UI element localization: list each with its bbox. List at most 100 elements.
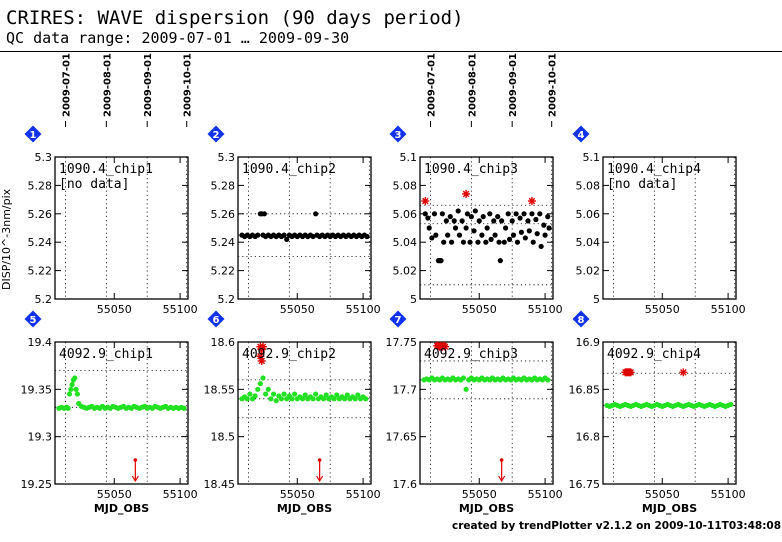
y-tick-label: 16.9 [576, 336, 601, 349]
x-tick-label: 55100 [711, 303, 746, 316]
date-label: 2009-08-01 [102, 53, 113, 117]
data-point [364, 233, 370, 240]
data-point [472, 208, 478, 214]
data-point [443, 218, 449, 224]
y-tick-label: 5 [410, 293, 417, 306]
data-point [426, 225, 432, 231]
data-point [247, 391, 253, 397]
x-tick-label: 55050 [280, 488, 315, 501]
outlier-stroke [259, 343, 267, 351]
panel-8: 16.75 16.8 16.85 16.9 55050 55100 4092.9_chip4… [569, 310, 746, 515]
data-point [533, 216, 539, 223]
y-tick-label: 5.24 [211, 236, 236, 249]
data-point [255, 386, 261, 392]
data-point [496, 239, 502, 245]
x-tick-label: 55050 [97, 303, 132, 316]
x-tick-label: 55050 [280, 303, 315, 316]
data-point [263, 391, 269, 397]
y-tick-label: 16.8 [576, 431, 601, 444]
badge-number: 2 [213, 130, 220, 141]
data-point [431, 211, 438, 217]
data-point [521, 211, 527, 217]
data-point [65, 405, 71, 411]
panel-number-badge: 8 [572, 310, 590, 328]
data-point [320, 396, 327, 402]
panel-5: 19.25 19.3 19.35 19.4 55050 55100 4092.9_chip1… [21, 310, 198, 515]
data-point [526, 228, 532, 234]
y-tick-label: 5.06 [576, 208, 601, 221]
data-point [74, 391, 80, 397]
badge-number: 6 [213, 315, 220, 326]
panel-4: 5 5.02 5.04 5.06 5.08 5.1 55050 55100 1090.4_chi… [572, 125, 746, 316]
data-point [181, 405, 187, 411]
arrow-origin [133, 458, 138, 462]
data-point [471, 228, 477, 234]
y-tick-label: 18.45 [204, 478, 236, 491]
data-point [463, 386, 469, 392]
data-point [545, 377, 551, 383]
data-point [451, 218, 457, 224]
x-tick-label: 55050 [462, 303, 497, 316]
data-point [438, 258, 444, 264]
panel-frame [54, 341, 189, 485]
panel-label: 1090.4_chip3 [424, 162, 518, 177]
panel-frame [237, 156, 372, 300]
panel-number-badge: 4 [572, 125, 590, 143]
data-point [244, 396, 250, 402]
x-tick-label: 55050 [97, 488, 132, 501]
panel-frame [602, 341, 737, 485]
y-tick-label: 5.28 [211, 179, 236, 192]
data-point [342, 396, 348, 402]
credit-line: created by trendPlotter v2.1.2 on 2009-1… [452, 520, 782, 532]
y-tick-label: 5.06 [393, 208, 418, 221]
y-tick-label: 5.08 [576, 179, 601, 192]
y-tick-label: 5.26 [28, 208, 53, 221]
panel-label: 4092.9_chip3 [424, 347, 518, 362]
x-tick-label: 55100 [163, 303, 198, 316]
outlier-marker [441, 342, 450, 351]
data-point [514, 239, 521, 245]
data-point [525, 218, 531, 224]
y-axis-label: DISP/10^-3nm/pix [0, 188, 13, 290]
data-point [255, 232, 261, 238]
data-point [363, 396, 369, 402]
y-tick-label: 19.4 [28, 336, 53, 349]
outlier-marker [257, 356, 266, 365]
date-label: 2009-07-01 [427, 53, 438, 117]
panel-1: 5.2 5.22 5.24 5.26 5.28 5.3 55050 55100 1090.4_c… [24, 53, 198, 316]
arrow-head [316, 475, 324, 483]
y-tick-label: 16.75 [569, 478, 601, 491]
header-divider [0, 51, 782, 52]
data-point [518, 229, 524, 235]
panel-label: 1090.4_chip4 [607, 162, 701, 177]
data-point [292, 391, 298, 397]
y-tick-label: 5.04 [393, 236, 418, 249]
y-tick-label: 17.75 [386, 336, 418, 349]
data-point [439, 211, 445, 217]
y-tick-label: 5.22 [211, 265, 236, 278]
x-axis-label: MJD_OBS [459, 502, 514, 515]
panel-number-badge: 7 [389, 310, 407, 328]
panel-number-badge: 6 [207, 310, 225, 328]
data-point [257, 381, 263, 387]
date-label: 2009-09-01 [508, 53, 519, 117]
x-tick-label: 55100 [528, 488, 563, 501]
data-point [488, 236, 494, 242]
data-point [546, 225, 552, 231]
data-point [476, 218, 482, 224]
data-point [479, 232, 485, 238]
panel-frame [419, 156, 554, 300]
date-label: 2009-10-01 [548, 53, 559, 117]
badge-number: 7 [395, 315, 402, 326]
y-tick-label: 5.02 [393, 265, 418, 278]
data-point [441, 239, 447, 245]
data-point [537, 211, 543, 217]
data-point [265, 386, 271, 392]
x-tick-label: 55050 [645, 488, 680, 501]
no-data-note: [no data] [59, 177, 129, 192]
data-point [268, 396, 274, 402]
panel-label: 4092.9_chip4 [607, 347, 701, 362]
data-point [456, 232, 463, 238]
data-point [323, 392, 329, 398]
x-tick-label: 55050 [645, 303, 680, 316]
